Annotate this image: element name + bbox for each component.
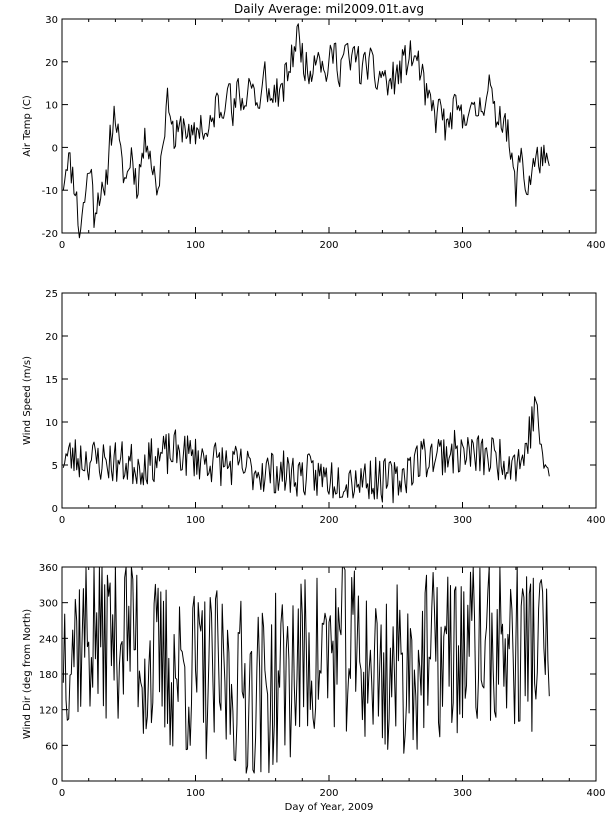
x-tick-label: 100 [186, 788, 205, 799]
y-tick-label: 10 [45, 101, 58, 112]
y-tick-label: 15 [45, 375, 58, 386]
air-temp-series-line [62, 23, 550, 239]
y-tick-label: 300 [39, 599, 58, 610]
x-tick-label: 400 [586, 788, 605, 799]
y-tick-label: 0 [52, 504, 58, 515]
air-temp-panel: 0 100 200 300 400 -20 -10 0 10 20 30 Air Temp (C) [22, 15, 606, 251]
y-tick-label: -10 [42, 186, 58, 197]
y-tick-label: 120 [39, 706, 58, 717]
y-tick-label: 20 [45, 58, 58, 69]
y-tick-label: 0 [52, 777, 58, 788]
x-tick-label: 0 [59, 788, 65, 799]
x-tick-label: 200 [319, 788, 338, 799]
wind-dir-panel: 0 100 200 300 400 0 60 120 180 240 300 360 Wind Dir … [22, 563, 606, 813]
y-tick-label: 25 [45, 289, 58, 300]
y-tick-label: 360 [39, 563, 58, 574]
wind-speed-series-line [62, 396, 550, 504]
y-tick-label: 20 [45, 332, 58, 343]
x-tick-label: 300 [453, 240, 472, 251]
x-tick-label: 100 [186, 240, 205, 251]
y-tick-label: 180 [39, 670, 58, 681]
x-tick-label: 400 [586, 240, 605, 251]
x-tick-label: 300 [453, 515, 472, 526]
y-axis-label: Wind Dir (deg from North) [22, 609, 33, 739]
y-tick-label: 30 [45, 15, 58, 26]
x-tick-label: 400 [586, 515, 605, 526]
x-axis-label: Day of Year, 2009 [285, 802, 374, 813]
y-tick-label: 60 [45, 741, 58, 752]
x-tick-label: 200 [319, 240, 338, 251]
plot-frame [61, 566, 597, 782]
y-axis-label: Wind Speed (m/s) [22, 356, 33, 445]
x-tick-label: 0 [59, 240, 65, 251]
y-tick-label: 240 [39, 634, 58, 645]
wind-dir-series-line [62, 566, 550, 774]
y-tick-label: 0 [52, 143, 58, 154]
x-tick-label: 200 [319, 515, 338, 526]
chart-title: Daily Average: mil2009.01t.avg [234, 2, 424, 16]
y-axis-label: Air Temp (C) [22, 95, 33, 157]
y-tick-label: 10 [45, 418, 58, 429]
wind-speed-panel: 0 100 200 300 400 0 5 10 15 20 25 Wind Speed (m/s) [22, 289, 606, 526]
y-tick-label: 5 [52, 461, 58, 472]
x-tick-label: 300 [453, 788, 472, 799]
y-tick-label: -20 [42, 229, 58, 240]
x-tick-label: 0 [59, 515, 65, 526]
x-tick-label: 100 [186, 515, 205, 526]
